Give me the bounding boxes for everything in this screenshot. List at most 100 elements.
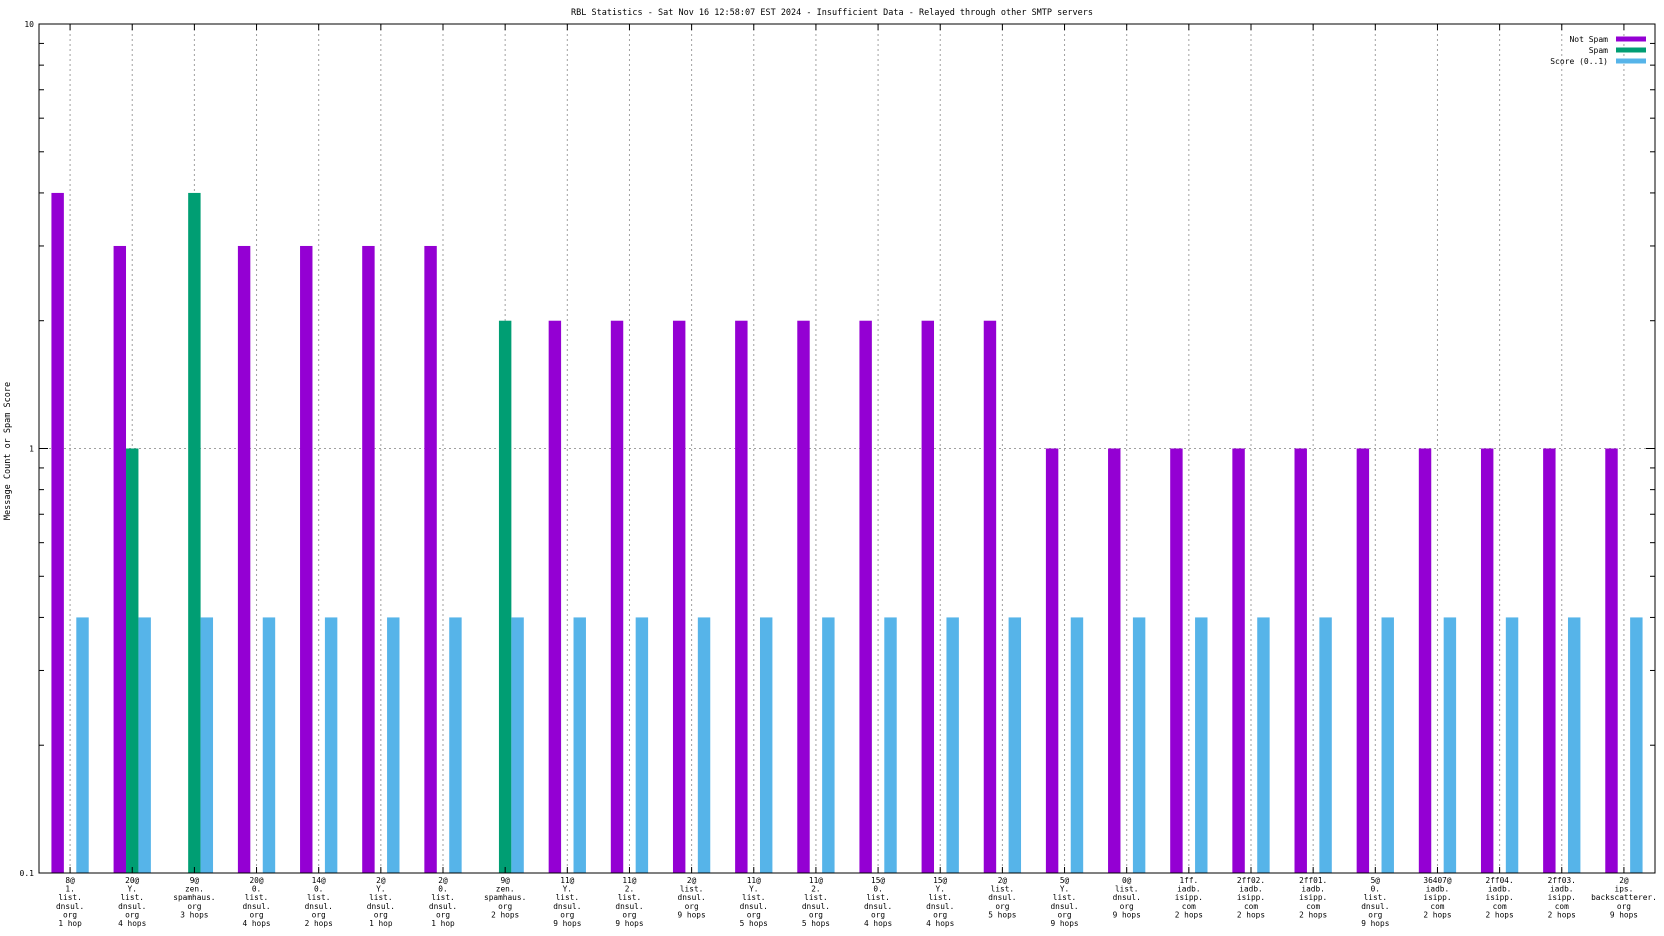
plot-frame <box>38 23 1656 874</box>
x-tick-label: zen. <box>496 885 515 894</box>
x-tick-label: 2@ <box>687 876 697 885</box>
legend-swatch <box>1616 58 1646 64</box>
x-tick-label: 0. <box>873 885 882 894</box>
bar-not-spam <box>1356 448 1370 873</box>
x-tick-label: dnsul. <box>553 902 581 911</box>
x-tick-label: org <box>1057 910 1071 919</box>
x-tick-label: dnsul. <box>367 902 395 911</box>
x-tick-label: list. <box>431 893 454 902</box>
x-tick-label: 1 hop <box>431 919 455 928</box>
x-tick-label: dnsul. <box>56 902 84 911</box>
x-tick-label: Y. <box>936 885 945 894</box>
x-tick-label: 2. <box>625 885 634 894</box>
x-tick-label: isipp. <box>1548 893 1576 902</box>
bar-score-0-1 <box>449 617 462 873</box>
y-tick-label: 10 <box>24 20 34 29</box>
x-tick-label: 5@ <box>1371 876 1381 885</box>
x-tick-label: list. <box>1115 885 1138 894</box>
x-tick-label: 2 hops <box>305 919 333 928</box>
y-tick-label: 0.1 <box>20 869 35 878</box>
x-tick-label: 8@ <box>65 876 75 885</box>
x-tick-label: org <box>63 910 77 919</box>
bar-score-0-1 <box>1319 617 1332 873</box>
x-tick-label: 20@ <box>125 876 139 885</box>
x-tick-label: org <box>809 910 823 919</box>
legend-swatch <box>1616 36 1646 42</box>
x-tick-label: Y. <box>1060 885 1069 894</box>
x-tick-label: iadb. <box>1550 885 1573 894</box>
x-tick-label: Y. <box>563 885 572 894</box>
bar-score-0-1 <box>635 617 649 873</box>
x-tick-label: dnsul. <box>1113 893 1141 902</box>
x-tick-label: 20@ <box>249 876 263 885</box>
x-tick-label: 2 hops <box>1175 910 1203 919</box>
x-tick-label: 9 hops <box>553 919 581 928</box>
bar-score-0-1 <box>1567 617 1581 873</box>
bar-not-spam <box>983 320 997 873</box>
x-tick-label: list. <box>1053 893 1076 902</box>
bar-not-spam <box>1108 448 1121 873</box>
x-tick-label: dnsul. <box>1050 902 1078 911</box>
x-tick-label: com <box>1244 902 1258 911</box>
x-tick-label: 2ff03. <box>1548 876 1576 885</box>
x-tick-label: org <box>747 910 761 919</box>
bar-not-spam <box>51 192 64 873</box>
x-tick-label: 9 hops <box>1610 910 1638 919</box>
bar-score-0-1 <box>76 617 89 873</box>
x-tick-label: 11@ <box>622 876 636 885</box>
x-tick-label: org <box>1368 910 1382 919</box>
chart-title: RBL Statistics - Sat Nov 16 12:58:07 EST… <box>571 8 1093 18</box>
bar-score-0-1 <box>1070 617 1084 873</box>
x-tick-label: 4 hops <box>864 919 892 928</box>
x-tick-label: iadb. <box>1426 885 1449 894</box>
x-tick-label: 4 hops <box>926 919 954 928</box>
x-tick-label: list. <box>618 893 641 902</box>
x-tick-label: iadb. <box>1177 885 1200 894</box>
bar-not-spam <box>921 320 935 873</box>
bar-not-spam <box>1232 448 1245 873</box>
x-tick-label: org <box>125 910 139 919</box>
x-tick-label: org <box>1617 902 1631 911</box>
x-tick-label: dnsul. <box>1361 902 1389 911</box>
bar-not-spam <box>1605 448 1618 873</box>
x-tick-label: 3 hops <box>180 910 208 919</box>
x-tick-label: org <box>685 902 699 911</box>
x-tick-label: 9@ <box>190 876 200 885</box>
bar-not-spam <box>672 320 686 873</box>
x-tick-label: list. <box>369 893 392 902</box>
bar-score-0-1 <box>697 617 711 873</box>
x-tick-label: 9 hops <box>678 910 706 919</box>
bar-score-0-1 <box>262 617 276 873</box>
x-tick-label: Y. <box>376 885 385 894</box>
bar-score-0-1 <box>511 617 524 873</box>
x-tick-label: iadb. <box>1488 885 1511 894</box>
bar-score-0-1 <box>884 617 897 873</box>
x-tick-label: 11@ <box>809 876 823 885</box>
x-tick-label: list. <box>120 893 143 902</box>
bar-score-0-1 <box>573 617 586 873</box>
x-tick-label: 11@ <box>560 876 574 885</box>
x-tick-label: dnsul. <box>118 902 146 911</box>
x-tick-label: backscatterer. <box>1591 893 1657 902</box>
x-tick-label: 5 hops <box>740 919 768 928</box>
legend-swatch <box>1616 47 1646 53</box>
bar-score-0-1 <box>1257 617 1270 873</box>
x-tick-label: dnsul. <box>429 902 457 911</box>
x-tick-label: 15@ <box>933 876 947 885</box>
bar-not-spam <box>1294 448 1307 873</box>
x-tick-label: org <box>622 910 636 919</box>
x-tick-label: 9 hops <box>1113 910 1141 919</box>
x-tick-label: org <box>187 902 201 911</box>
x-tick-label: com <box>1430 902 1444 911</box>
bar-score-0-1 <box>1008 617 1022 873</box>
x-tick-label: 5 hops <box>988 910 1016 919</box>
bar-score-0-1 <box>1381 617 1394 873</box>
bar-score-0-1 <box>759 617 773 873</box>
legend-label: Score (0..1) <box>1550 57 1608 66</box>
x-tick-label: Y. <box>749 885 758 894</box>
bar-score-0-1 <box>946 617 959 873</box>
x-tick-label: dnsul. <box>988 893 1016 902</box>
bar-not-spam <box>797 320 810 873</box>
